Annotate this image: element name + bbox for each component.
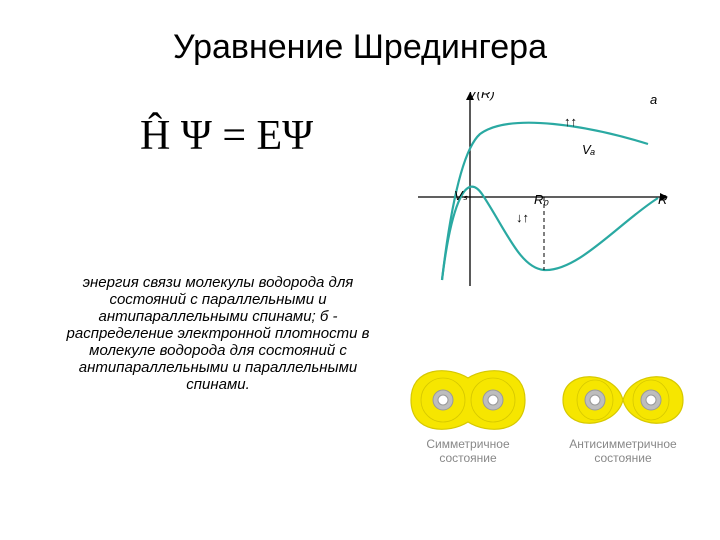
antisymmetric-state [563,377,683,424]
curve-Vs [442,187,658,280]
svg-text:R: R [658,192,667,207]
density-svg: Симметричное состояниеАнтисимметричное с… [388,345,706,515]
chart-svg: аV(R)RVₐVₛR₀↑↑↓↑б [410,92,670,302]
figure-caption: энергия связи молекулы водорода для сост… [48,274,388,393]
svg-text:↑↑: ↑↑ [564,114,577,129]
svg-text:↓↑: ↓↑ [516,210,529,225]
equation-text: Ĥ Ψ = EΨ [140,113,313,159]
symmetric-state [411,371,525,430]
svg-text:Vₐ: Vₐ [582,142,596,157]
caption-text: энергия связи молекулы водорода для сост… [67,274,370,393]
svg-text:Vₛ: Vₛ [454,188,468,203]
potential-energy-chart: аV(R)RVₐVₛR₀↑↑↓↑б [410,92,670,302]
page-title: Уравнение Шредингера [0,28,720,67]
svg-text:а: а [650,92,657,107]
electron-density-diagram: Симметричное состояниеАнтисимметричное с… [388,345,706,515]
title-text: Уравнение Шредингера [173,28,547,66]
svg-text:R₀: R₀ [534,192,549,207]
schrodinger-equation: Ĥ Ψ = EΨ [140,112,313,160]
svg-text:V(R): V(R) [468,92,495,101]
